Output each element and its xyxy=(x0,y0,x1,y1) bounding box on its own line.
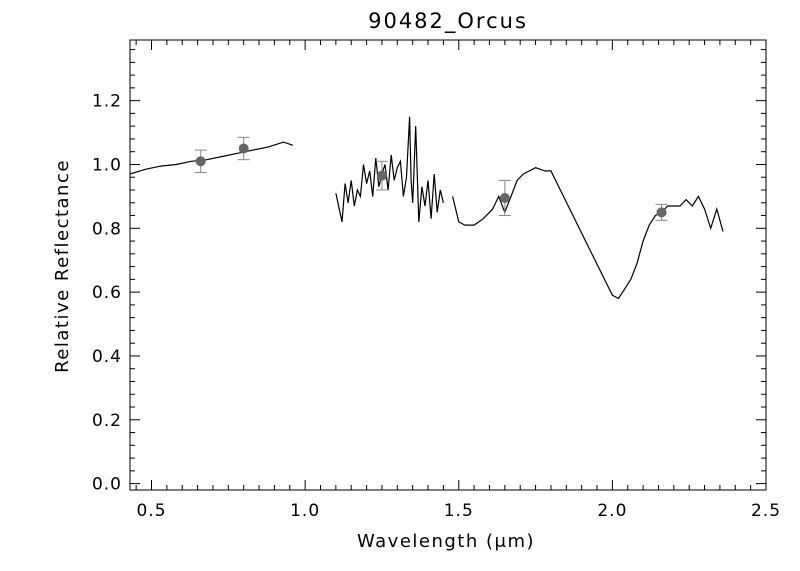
spectrum-line-visible xyxy=(129,141,293,175)
x-tick-label: 1.0 xyxy=(290,501,320,521)
y-tick-label: 0.2 xyxy=(92,411,122,431)
y-tick-label: 0.6 xyxy=(92,283,122,303)
x-tick-label: 2.5 xyxy=(751,501,781,521)
y-tick-label: 0.8 xyxy=(92,219,122,239)
y-tick-label: 0.0 xyxy=(92,475,122,495)
y-tick-label: 1.0 xyxy=(92,155,122,175)
spectrum-line-j-band xyxy=(335,116,444,223)
y-axis-ticks: 0.0 0.2 0.4 0.6 0.8 1.0 1.2 xyxy=(92,49,766,495)
x-axis-ticks: 0.5 1.0 1.5 2.0 2.5 xyxy=(135,40,781,521)
photometry-point xyxy=(195,156,206,167)
photometry-point xyxy=(238,143,249,154)
photometry-point xyxy=(376,170,387,181)
plot-frame xyxy=(129,39,767,491)
photometry-points xyxy=(194,136,668,221)
photometry-point xyxy=(656,207,667,218)
x-axis-title: Wavelength (μm) xyxy=(357,531,535,552)
y-tick-label: 1.2 xyxy=(92,92,122,112)
spectrum-lines xyxy=(129,116,724,300)
x-tick-label: 1.5 xyxy=(444,501,474,521)
photometry-point xyxy=(499,192,510,203)
x-tick-label: 2.0 xyxy=(597,501,627,521)
y-axis-title: Relative Reflectance xyxy=(52,159,73,373)
spectrum-line-h-k-band xyxy=(452,167,724,300)
y-tick-label: 0.4 xyxy=(92,347,122,367)
chart-title: 90482_Orcus xyxy=(368,9,528,34)
x-tick-label: 0.5 xyxy=(136,501,166,521)
